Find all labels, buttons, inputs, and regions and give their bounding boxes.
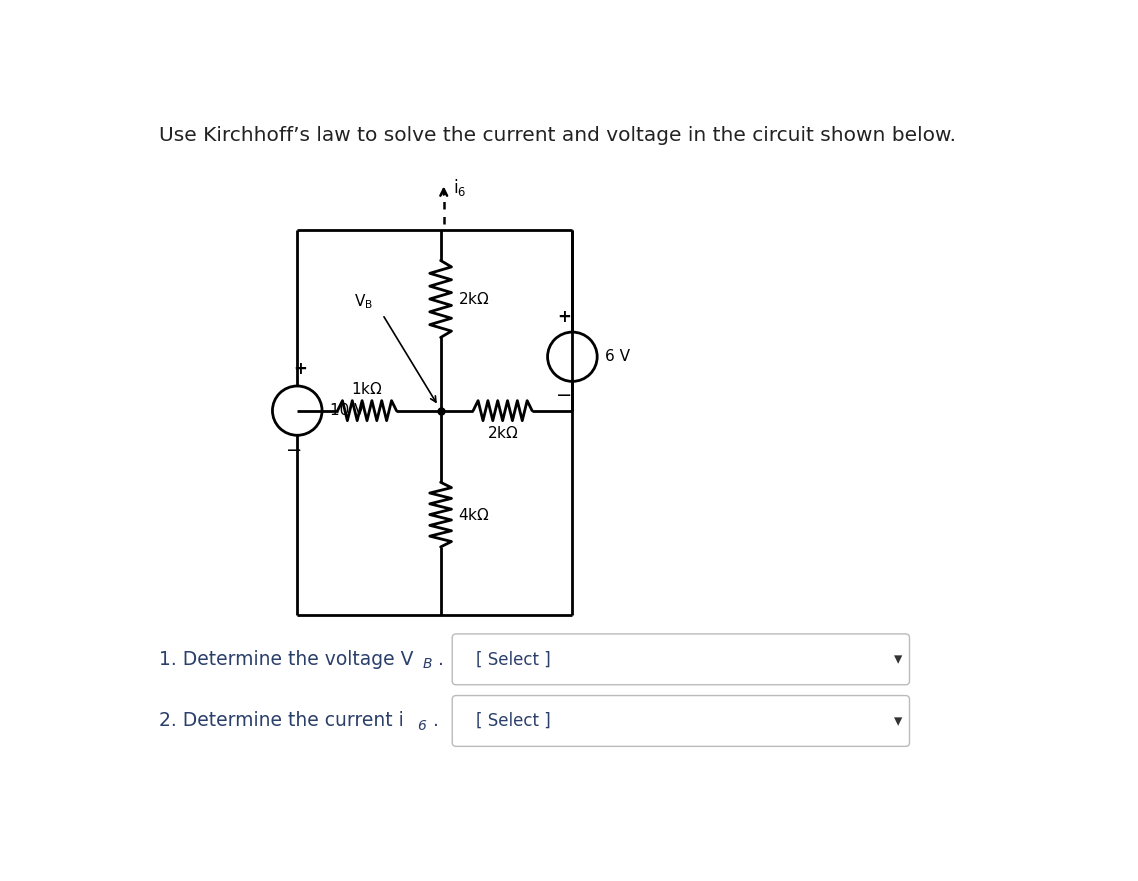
Text: 6 V: 6 V [605, 349, 630, 364]
Text: 2k$\Omega$: 2k$\Omega$ [487, 425, 519, 440]
Text: [ Select ]: [ Select ] [476, 650, 551, 669]
Text: 10 V: 10 V [330, 403, 364, 418]
Text: 6: 6 [418, 719, 427, 733]
FancyBboxPatch shape [452, 695, 909, 746]
Text: ▾: ▾ [893, 712, 902, 730]
Text: Use Kirchhoff’s law to solve the current and voltage in the circuit shown below.: Use Kirchhoff’s law to solve the current… [159, 126, 956, 144]
Text: 2k$\Omega$: 2k$\Omega$ [457, 291, 489, 307]
Text: 1. Determine the voltage V: 1. Determine the voltage V [159, 650, 414, 669]
Text: .: . [432, 712, 439, 730]
Text: [ Select ]: [ Select ] [476, 712, 551, 730]
Text: V$_\mathregular{B}$: V$_\mathregular{B}$ [354, 292, 373, 310]
Text: 2. Determine the current i: 2. Determine the current i [159, 712, 404, 730]
Text: i$_6$: i$_6$ [453, 177, 467, 198]
Text: B: B [423, 657, 432, 671]
Text: −: − [286, 441, 303, 461]
Text: ▾: ▾ [893, 650, 902, 669]
Text: +: + [558, 308, 571, 326]
Text: .: . [438, 650, 444, 669]
Text: 4k$\Omega$: 4k$\Omega$ [457, 507, 489, 522]
Text: +: + [294, 360, 307, 378]
Text: 1k$\Omega$: 1k$\Omega$ [352, 381, 382, 396]
Text: −: − [556, 386, 572, 405]
FancyBboxPatch shape [452, 634, 909, 685]
